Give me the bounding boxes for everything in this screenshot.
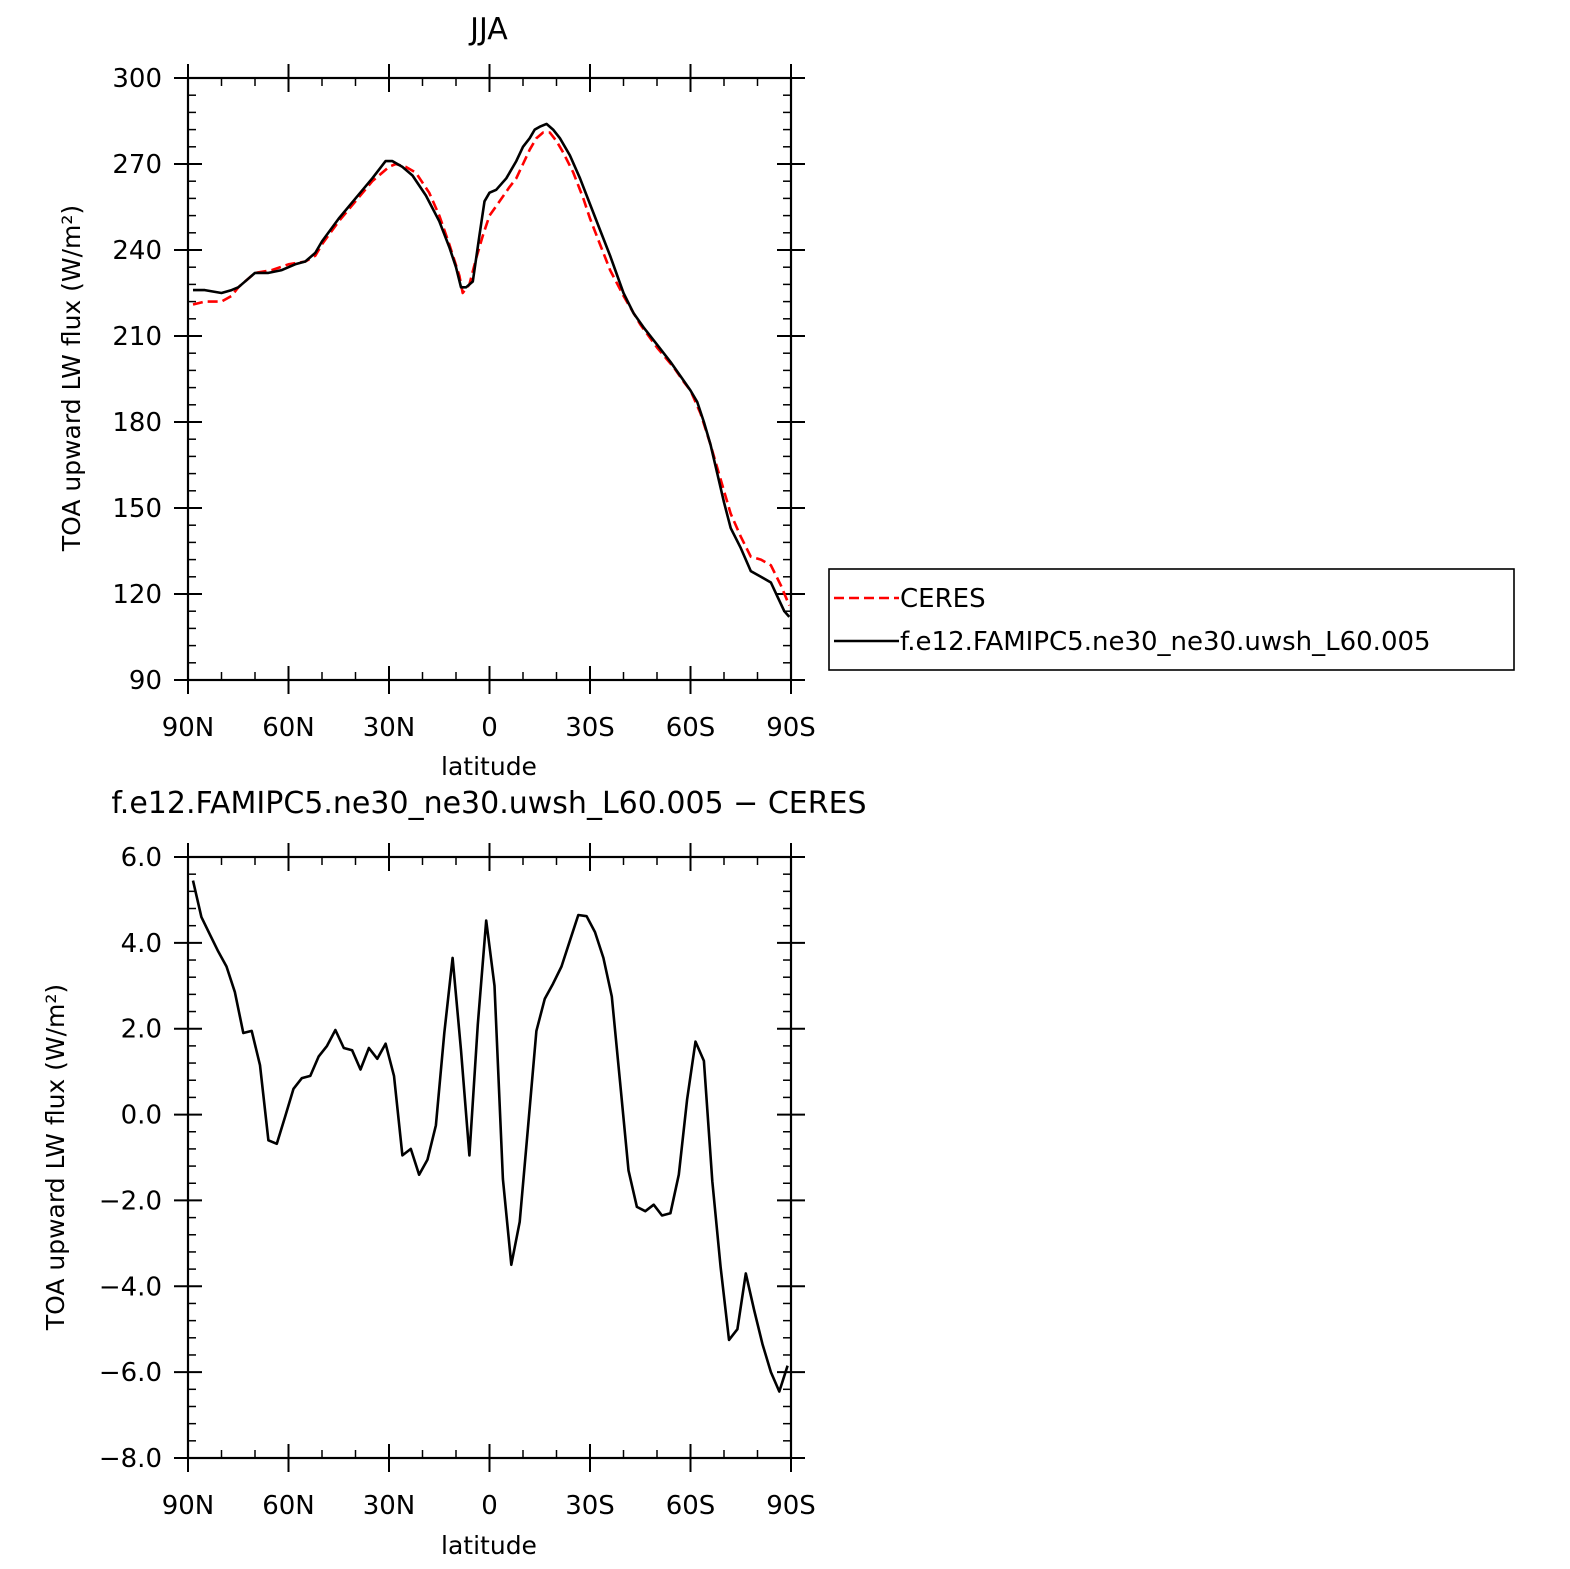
chart-title: f.e12.FAMIPC5.ne30_ne30.uwsh_L60.005 − C…: [111, 786, 866, 821]
y-tick-label: 2.0: [121, 1015, 162, 1045]
series-group: [191, 880, 789, 1393]
y-tick-label: 270: [112, 150, 162, 180]
y-tick-label: 240: [112, 236, 162, 266]
x-tick-label: 90N: [162, 713, 215, 743]
axis-ticks: 90 120 150 180 210 240 270 300 90N 60N 30N 0 30S 60S 9…: [112, 64, 816, 743]
bottom-line-chart: f.e12.FAMIPC5.ne30_ne30.uwsh_L60.005 − C…: [41, 786, 867, 1560]
x-tick-label: 90S: [766, 1491, 816, 1521]
x-axis-label: latitude: [441, 752, 537, 781]
y-tick-label: −6.0: [99, 1358, 162, 1388]
legend-box: [828, 568, 1515, 671]
series-line-ceres: [192, 131, 791, 607]
y-tick-label: 180: [112, 408, 162, 438]
x-tick-label: 30S: [565, 713, 615, 743]
top-line-chart: JJA TOA upward LW flux (W/m²) latitude 9…: [57, 12, 816, 781]
y-tick-label: 0.0: [121, 1101, 162, 1131]
axis-ticks: −8.0 −6.0 −4.0 −2.0 0.0 2.0 4.0 6.0 90N 60N 30N 0 30…: [99, 843, 816, 1521]
y-axis-label: TOA upward LW flux (W/m²): [57, 205, 86, 552]
y-tick-label: 150: [112, 494, 162, 524]
x-tick-label: 0: [481, 713, 498, 743]
x-tick-label: 60N: [262, 1491, 315, 1521]
x-tick-label: 0: [481, 1491, 498, 1521]
x-tick-label: 30N: [363, 1491, 416, 1521]
legend-label-model: f.e12.FAMIPC5.ne30_ne30.uwsh_L60.005: [900, 627, 1431, 657]
plot-frame: [186, 76, 793, 682]
y-tick-label: 4.0: [121, 929, 162, 959]
series-line-model: [193, 122, 791, 618]
y-tick-label: 90: [129, 666, 162, 696]
x-tick-label: 60S: [666, 713, 716, 743]
y-tick-label: −8.0: [99, 1444, 162, 1474]
x-axis-label: latitude: [441, 1531, 537, 1560]
x-tick-label: 60S: [666, 1491, 716, 1521]
y-tick-label: 210: [112, 322, 162, 352]
chart-title: JJA: [468, 12, 508, 47]
x-tick-label: 30S: [565, 1491, 615, 1521]
legend: CERES f.e12.FAMIPC5.ne30_ne30.uwsh_L60.0…: [828, 568, 1515, 671]
y-tick-label: −2.0: [99, 1186, 162, 1216]
plot-frame: [186, 855, 793, 1460]
legend-label-ceres: CERES: [900, 584, 986, 614]
difference-line: [191, 880, 789, 1393]
y-tick-label: 120: [112, 580, 162, 610]
y-tick-label: −4.0: [99, 1272, 162, 1302]
y-tick-label: 300: [112, 64, 162, 94]
y-tick-label: 6.0: [121, 843, 162, 873]
x-tick-label: 90N: [162, 1491, 215, 1521]
x-tick-label: 60N: [262, 713, 315, 743]
series-group: [192, 122, 791, 618]
x-tick-label: 90S: [766, 713, 816, 743]
x-tick-label: 30N: [363, 713, 416, 743]
y-axis-label: TOA upward LW flux (W/m²): [41, 984, 70, 1331]
